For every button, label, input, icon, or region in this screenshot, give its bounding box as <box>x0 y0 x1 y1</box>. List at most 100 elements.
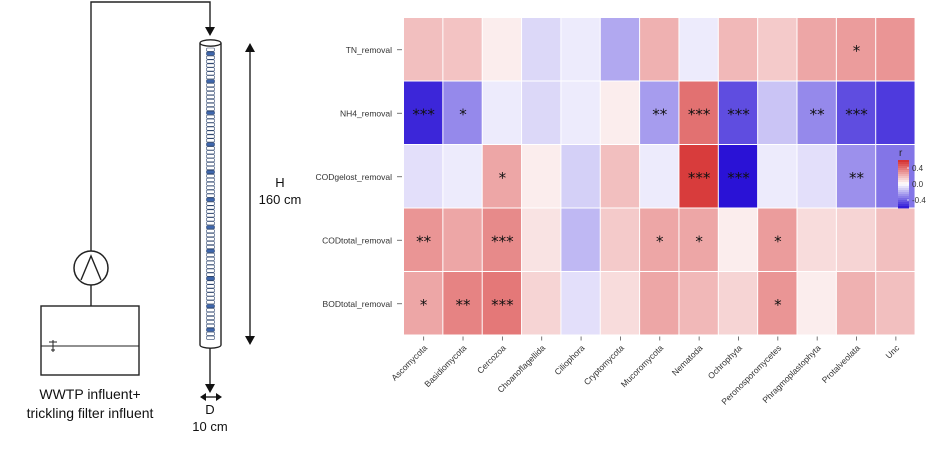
filter-piece-white <box>206 316 215 320</box>
heatmap-cell <box>404 145 443 208</box>
filter-piece-white <box>206 55 215 60</box>
filter-piece-white <box>206 146 215 151</box>
filter-piece-white <box>206 245 215 249</box>
heatmap-cell <box>679 81 718 144</box>
legend-gradient-step <box>898 202 909 205</box>
filter-piece-white <box>206 154 215 159</box>
heatmap-cell <box>758 18 797 81</box>
filter-piece-white <box>206 138 215 143</box>
heatmap-cell <box>797 208 836 271</box>
filter-piece-white <box>206 221 215 226</box>
filter-piece-blue <box>206 327 215 332</box>
filter-piece-white <box>206 217 215 222</box>
filter-piece-blue <box>206 79 215 84</box>
heatmap-cell <box>718 145 758 208</box>
significance-marker: ** <box>416 232 432 250</box>
filter-piece-white <box>206 300 215 305</box>
significance-marker: ** <box>456 296 472 314</box>
filter-piece-white <box>206 319 215 324</box>
significance-marker: * <box>459 105 467 123</box>
significance-marker: *** <box>688 105 711 123</box>
heatmap-cell <box>561 208 600 271</box>
legend-gradient-step <box>898 184 909 187</box>
significance-marker: *** <box>412 105 435 123</box>
filter-piece-white <box>206 296 215 301</box>
tank-label-line1: WWTP influent+ <box>39 386 141 402</box>
significance-marker: *** <box>491 232 514 250</box>
filter-piece-white <box>206 166 215 171</box>
column-label: Basidiomycota <box>422 343 468 389</box>
column-label: Ascomycota <box>389 343 429 383</box>
heatmap-cell <box>797 18 836 81</box>
legend-gradient-step <box>898 166 909 169</box>
heatmap-cell <box>482 81 522 144</box>
filter-piece-white <box>206 83 215 88</box>
filter-piece-white <box>206 209 215 214</box>
heatmap-cell <box>836 18 876 81</box>
heatmap-cell <box>718 18 758 81</box>
outlet-arrowhead <box>205 384 215 393</box>
heatmap-cell <box>404 81 443 144</box>
filter-piece-blue <box>206 248 215 253</box>
heatmap-cell <box>876 208 915 271</box>
heatmap-cell <box>640 81 679 144</box>
heatmap-cell <box>797 272 836 335</box>
filter-piece-blue <box>206 304 215 309</box>
filter-piece-white <box>206 95 215 99</box>
filter-piece-white <box>206 102 215 107</box>
heatmap-cell <box>443 81 482 144</box>
heatmap-cell <box>876 81 915 144</box>
heatmap-cell <box>836 81 876 144</box>
row-label: TN_removal <box>346 45 392 55</box>
heatmap-cell <box>640 208 679 271</box>
significance-marker: * <box>499 169 507 187</box>
filter-piece-white <box>206 177 215 182</box>
filter-piece-white <box>206 331 215 336</box>
filter-piece-white <box>206 173 215 178</box>
filter-piece-white <box>206 256 215 261</box>
legend-gradient-step <box>898 206 909 209</box>
filter-piece-white <box>206 181 215 186</box>
column-label: Nematoda <box>670 343 705 378</box>
filter-piece-white <box>206 268 215 273</box>
significance-marker: ** <box>652 105 668 123</box>
filter-piece-white <box>206 272 215 277</box>
legend-gradient-step <box>898 162 909 165</box>
diameter-arrow-right-icon <box>216 393 222 401</box>
heatmap-cell <box>640 145 679 208</box>
filter-piece-white <box>206 126 215 131</box>
filter-piece-white <box>206 130 215 135</box>
filter-piece-white <box>206 99 215 103</box>
legend-gradient-step <box>898 170 909 173</box>
heatmap-cell <box>718 272 758 335</box>
heatmap-cell <box>876 272 915 335</box>
row-label: BODtotal_removal <box>323 299 393 309</box>
filter-piece-blue <box>206 225 215 230</box>
filter-piece-white <box>206 63 215 68</box>
filter-piece-white <box>206 189 215 194</box>
significance-marker: *** <box>688 169 711 187</box>
heatmap-cell <box>443 208 482 271</box>
heatmap-cell <box>679 145 718 208</box>
filter-piece-white <box>206 292 215 297</box>
height-arrow-top-icon <box>245 43 255 52</box>
heatmap-cell <box>640 18 679 81</box>
filter-piece-white <box>206 193 215 198</box>
filter-piece-white <box>206 67 215 72</box>
heatmap-cell <box>482 145 522 208</box>
significance-marker: ** <box>810 105 826 123</box>
filter-piece-white <box>206 323 215 328</box>
pump-symbol-icon <box>80 254 102 281</box>
filter-piece-white <box>206 134 215 139</box>
heatmap-cell <box>522 18 561 81</box>
heatmap-cell <box>797 145 836 208</box>
height-label: H 160 cm <box>250 174 310 208</box>
filter-piece-white <box>206 122 215 127</box>
column-label: Cercozoa <box>475 343 508 376</box>
heatmap-cell <box>522 272 561 335</box>
legend-gradient-step <box>898 182 909 185</box>
heatmap-cell <box>836 272 876 335</box>
significance-marker: *** <box>727 105 750 123</box>
legend-gradient-step <box>898 190 909 193</box>
